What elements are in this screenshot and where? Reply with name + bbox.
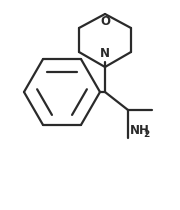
Text: NH: NH — [130, 124, 150, 137]
Text: O: O — [100, 15, 110, 28]
Text: N: N — [100, 47, 110, 60]
Text: 2: 2 — [143, 130, 149, 139]
